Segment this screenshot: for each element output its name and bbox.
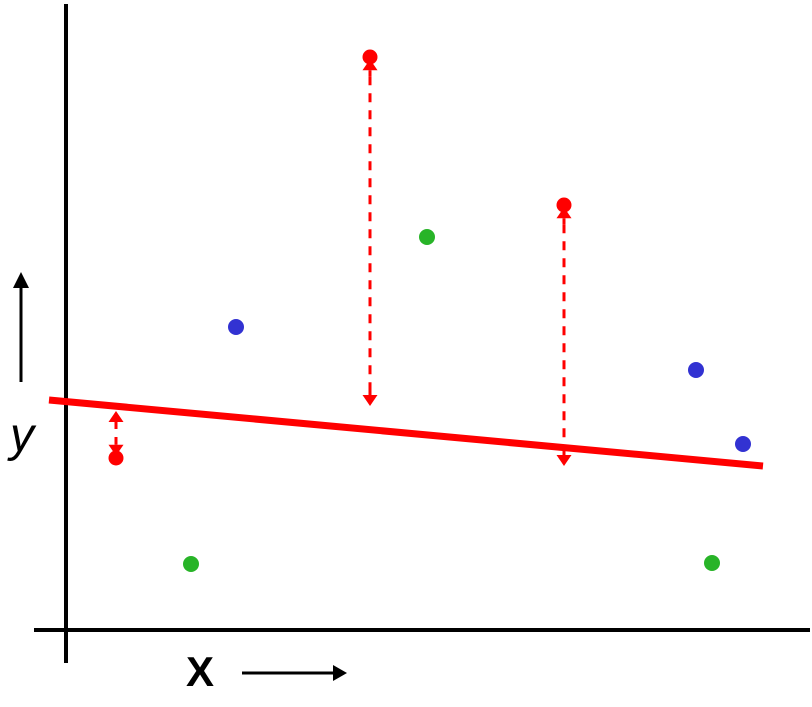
svg-text:y: y	[7, 409, 37, 462]
svg-text:X: X	[186, 648, 214, 695]
